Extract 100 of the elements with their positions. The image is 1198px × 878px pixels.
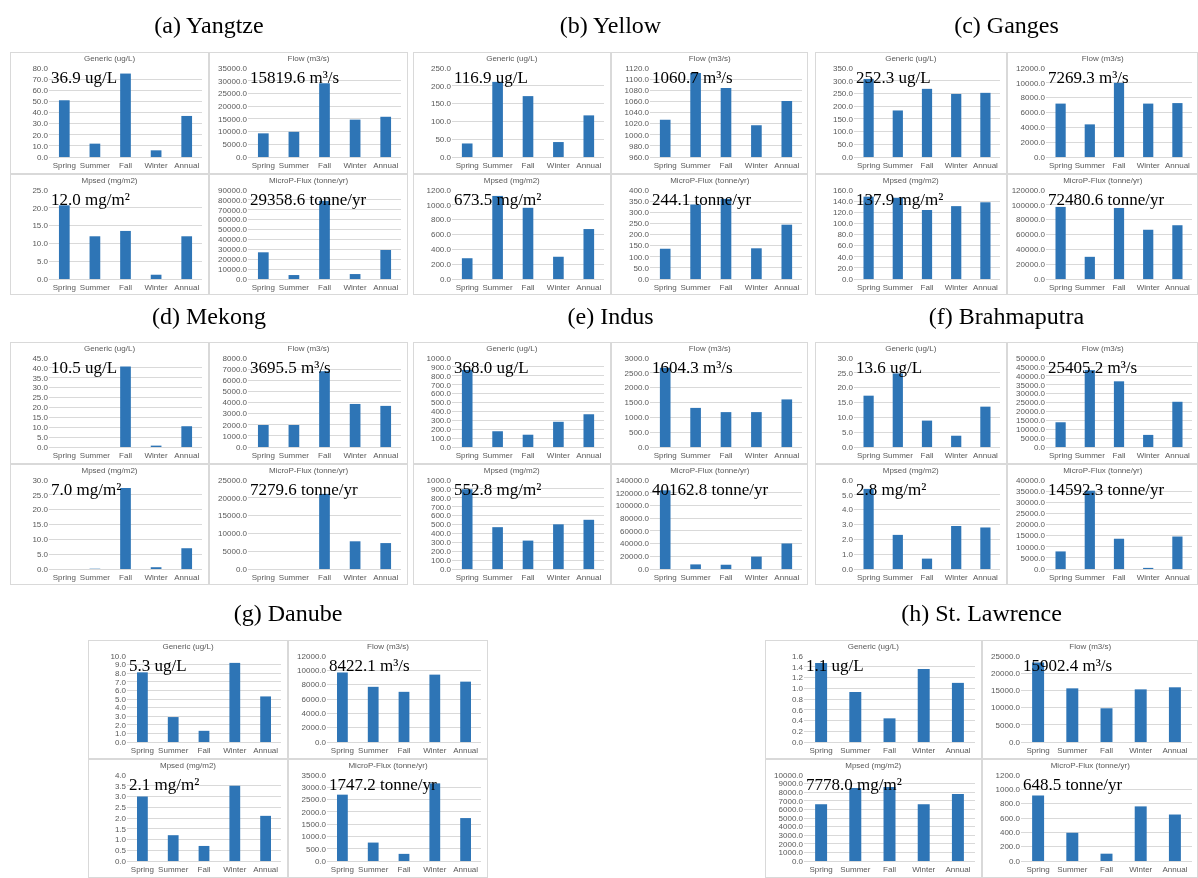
y-tick-label: 100.0 [430, 117, 452, 127]
bar [257, 251, 269, 279]
y-tick-label: 30000.0 [1015, 389, 1046, 399]
y-tick-label: 0.0 [314, 856, 327, 866]
y-tick-label: 1.2 [791, 673, 804, 683]
bar [522, 207, 534, 279]
y-tick-label: 2000.0 [301, 807, 327, 817]
x-tick-label: Summer [278, 160, 310, 170]
x-tick-label: Annual [773, 450, 799, 460]
x-tick-label: Summer [1074, 450, 1105, 460]
y-tick-label: 3500.0 [301, 770, 327, 780]
x-tick-label: Winter [944, 450, 969, 460]
x-tick-label: Annual [373, 450, 399, 460]
annotation: 673.5 mg/m² [454, 189, 542, 209]
x-tick-label: Fall [1099, 864, 1113, 874]
y-tick-label: 200.0 [430, 81, 452, 91]
y-tick-label: 20.0 [837, 383, 854, 393]
y-tick-label: 100.0 [430, 555, 452, 565]
x-tick-label: Summer [158, 864, 189, 874]
x-tick-label: Summer [158, 745, 189, 755]
y-tick-label: 25000.0 [1015, 508, 1046, 518]
y-tick-label: 25.0 [837, 368, 854, 378]
x-tick-label: Fall [719, 160, 733, 170]
x-tick-label: Summer [278, 572, 310, 582]
y-tick-label: 1040.0 [624, 108, 650, 118]
bar [260, 815, 271, 861]
x-tick-label: Fall [719, 572, 733, 582]
y-tick-label: 1000.0 [624, 413, 650, 423]
bar [89, 235, 101, 279]
x-tick-label: Winter [944, 160, 969, 170]
y-tick-label: 40.0 [32, 108, 49, 118]
chart-title: Flow (m3/s) [1068, 641, 1111, 651]
y-tick-label: 15.0 [32, 413, 49, 423]
x-tick-label: Fall [521, 450, 535, 460]
bar [120, 366, 131, 447]
y-tick-label: 6000.0 [778, 805, 804, 815]
x-tick-label: Summer [79, 160, 111, 170]
annotation: 7778.0 mg/m² [806, 775, 902, 794]
y-tick-label: 1.0 [791, 684, 804, 694]
x-tick-label: Annual [1164, 282, 1190, 292]
y-tick-label: 2.0 [114, 720, 127, 730]
y-tick-label: 800.0 [999, 799, 1021, 809]
bar [398, 691, 410, 742]
x-tick-label: Winter [223, 745, 247, 755]
annotation: 14592.3 tonne/yr [1047, 479, 1164, 499]
y-tick-label: 15000.0 [218, 510, 248, 520]
bar [460, 818, 471, 861]
x-tick-label: Fall [119, 450, 133, 460]
y-tick-label: 150.0 [832, 114, 854, 124]
y-tick-label: 60000.0 [619, 526, 650, 536]
y-tick-label: 2000.0 [301, 723, 327, 733]
bar [380, 542, 392, 569]
x-tick-label: Annual [174, 282, 200, 292]
x-tick-label: Spring [653, 572, 677, 582]
y-tick-label: 0.0 [1033, 564, 1046, 574]
y-tick-label: 12000.0 [297, 651, 327, 661]
x-tick-label: Annual [1161, 864, 1188, 874]
x-tick-label: Spring [52, 572, 76, 582]
y-tick-label: 300.0 [628, 207, 650, 217]
x-tick-label: Spring [455, 572, 479, 582]
x-tick-label: Fall [920, 282, 934, 292]
y-tick-label: 10.0 [32, 238, 49, 248]
y-tick-label: 300.0 [430, 416, 452, 426]
x-tick-label: Winter [343, 282, 367, 292]
x-tick-label: Summer [679, 282, 711, 292]
y-tick-label: 9.0 [114, 660, 127, 670]
y-tick-label: 4000.0 [301, 709, 327, 719]
bar [720, 412, 731, 447]
y-tick-label: 1500.0 [301, 819, 327, 829]
y-tick-label: 20000.0 [1015, 519, 1046, 529]
bar [750, 247, 762, 279]
y-tick-label: 10.0 [32, 141, 49, 151]
y-tick-label: 5.0 [36, 256, 49, 266]
x-tick-label: Annual [174, 160, 200, 170]
bar [337, 672, 348, 742]
x-tick-label: Annual [773, 160, 799, 170]
text: (b) Yellow [558, 12, 663, 39]
y-tick-label: 3.0 [841, 519, 854, 529]
bar [583, 115, 595, 157]
x-tick-label: Summer [278, 450, 310, 460]
y-tick-label: 30.0 [32, 475, 49, 485]
chart-title: Mpsed (mg/m2) [159, 760, 217, 770]
y-tick-label: 2000.0 [1020, 137, 1046, 147]
x-tick-label: Fall [1112, 572, 1126, 582]
annotation: 10.5 ug/L [51, 358, 118, 377]
x-tick-label: Annual [576, 282, 602, 292]
y-tick-label: 5000.0 [222, 140, 248, 150]
y-tick-label: 0.0 [841, 564, 854, 574]
y-tick-label: 25.0 [32, 185, 49, 195]
y-tick-label: 1000.0 [301, 832, 327, 842]
y-tick-label: 5.0 [114, 694, 127, 704]
bar [583, 228, 595, 279]
y-tick-label: 50.0 [837, 140, 854, 150]
y-tick-label: 100.0 [832, 127, 854, 137]
chart-title: MicroP-Flux (tonne/yr) [669, 175, 750, 185]
bar [522, 540, 534, 569]
bar [1171, 103, 1183, 157]
y-tick-label: 0.0 [439, 274, 452, 284]
bar [58, 100, 70, 157]
bar [257, 424, 269, 447]
